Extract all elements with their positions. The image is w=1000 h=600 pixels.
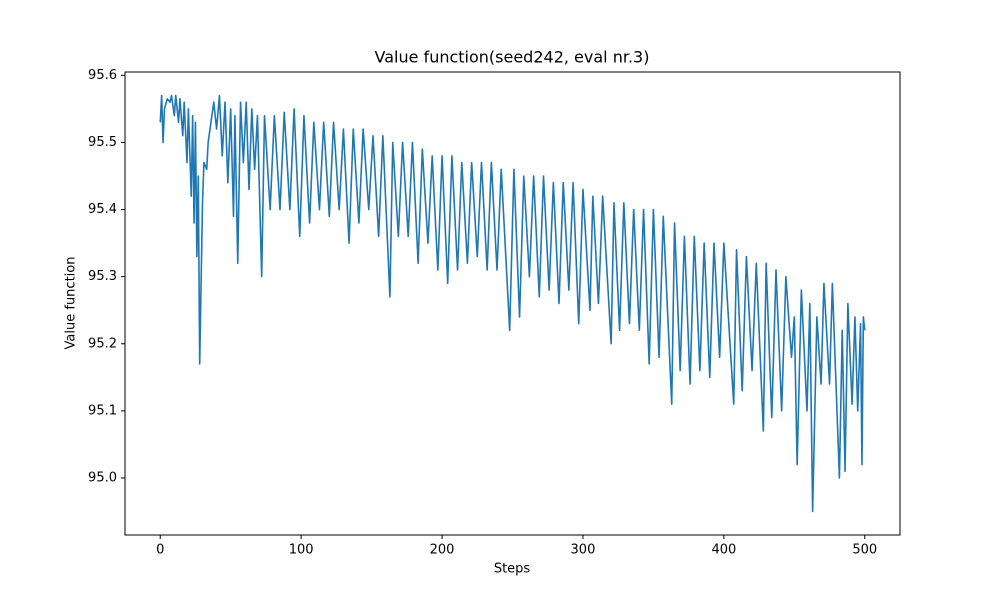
x-tick-label: 200	[430, 543, 455, 558]
chart-title: Value function(seed242, eval nr.3)	[375, 48, 650, 67]
x-tick-label: 500	[852, 543, 877, 558]
x-tick-label: 0	[156, 543, 164, 558]
x-tick-label: 400	[711, 543, 736, 558]
plot-frame	[124, 71, 901, 536]
data-line	[159, 94, 866, 513]
y-tick-label: 95.1	[88, 403, 117, 418]
y-tick-label: 95.5	[88, 135, 117, 150]
y-tick-label: 95.6	[88, 68, 117, 83]
x-tick-label: 100	[289, 543, 314, 558]
y-tick-label: 95.0	[88, 470, 117, 485]
y-axis-label: Value function	[64, 257, 79, 350]
y-tick-label: 95.2	[88, 336, 117, 351]
x-tick-label: 300	[571, 543, 596, 558]
y-tick-label: 95.4	[88, 202, 117, 217]
y-tick-label: 95.3	[88, 269, 117, 284]
x-axis-label: Steps	[494, 562, 531, 577]
